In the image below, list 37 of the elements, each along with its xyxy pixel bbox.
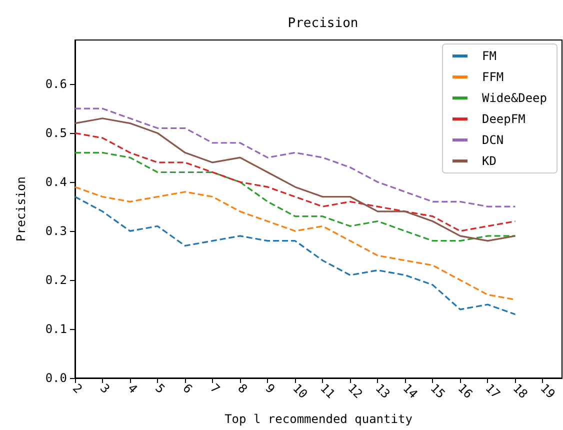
x-tick-label: 19 — [538, 381, 558, 402]
x-tick-label: 15 — [428, 381, 448, 402]
y-tick-label: 0.1 — [45, 322, 67, 336]
legend-label: FM — [482, 49, 496, 63]
x-tick-label: 10 — [290, 381, 310, 402]
x-tick-label: 16 — [455, 381, 476, 402]
y-tick-label: 0.6 — [45, 77, 67, 92]
legend-label: DCN — [482, 133, 504, 147]
y-tick-label: 0.5 — [45, 126, 67, 140]
y-tick-label: 0.2 — [45, 273, 67, 288]
legend-label: Wide&Deep — [482, 91, 548, 105]
x-tick-label: 9 — [262, 381, 278, 396]
x-tick-label: 6 — [180, 381, 196, 396]
y-tick-label: 0.0 — [45, 371, 67, 385]
legend-label: DeepFM — [482, 112, 526, 126]
x-tick-label: 2 — [70, 381, 86, 396]
x-tick-label: 12 — [345, 381, 366, 402]
x-axis-title: Top l recommended quantity — [224, 412, 412, 426]
line-series — [74, 132, 516, 232]
x-tick-label: 14 — [400, 381, 420, 402]
y-tick-label: 0.3 — [45, 224, 67, 238]
line-series — [74, 152, 516, 242]
legend-label: KD — [482, 154, 496, 168]
x-tick-label: 18 — [510, 381, 530, 402]
y-tick-label: 0.4 — [45, 175, 67, 190]
chart-title: Precision — [288, 16, 358, 31]
x-tick-label: 17 — [482, 381, 503, 402]
x-tick-label: 8 — [235, 381, 250, 396]
line-series — [74, 196, 516, 316]
x-tick-label: 11 — [318, 381, 338, 402]
x-tick-label: 7 — [208, 381, 223, 396]
x-tick-label: 13 — [372, 381, 393, 402]
legend-label: FFM — [482, 70, 504, 84]
y-axis-title: Precision — [14, 176, 28, 242]
x-tick-label: 5 — [152, 381, 168, 396]
x-tick-label: 3 — [98, 381, 113, 396]
x-tick-label: 4 — [125, 381, 140, 396]
